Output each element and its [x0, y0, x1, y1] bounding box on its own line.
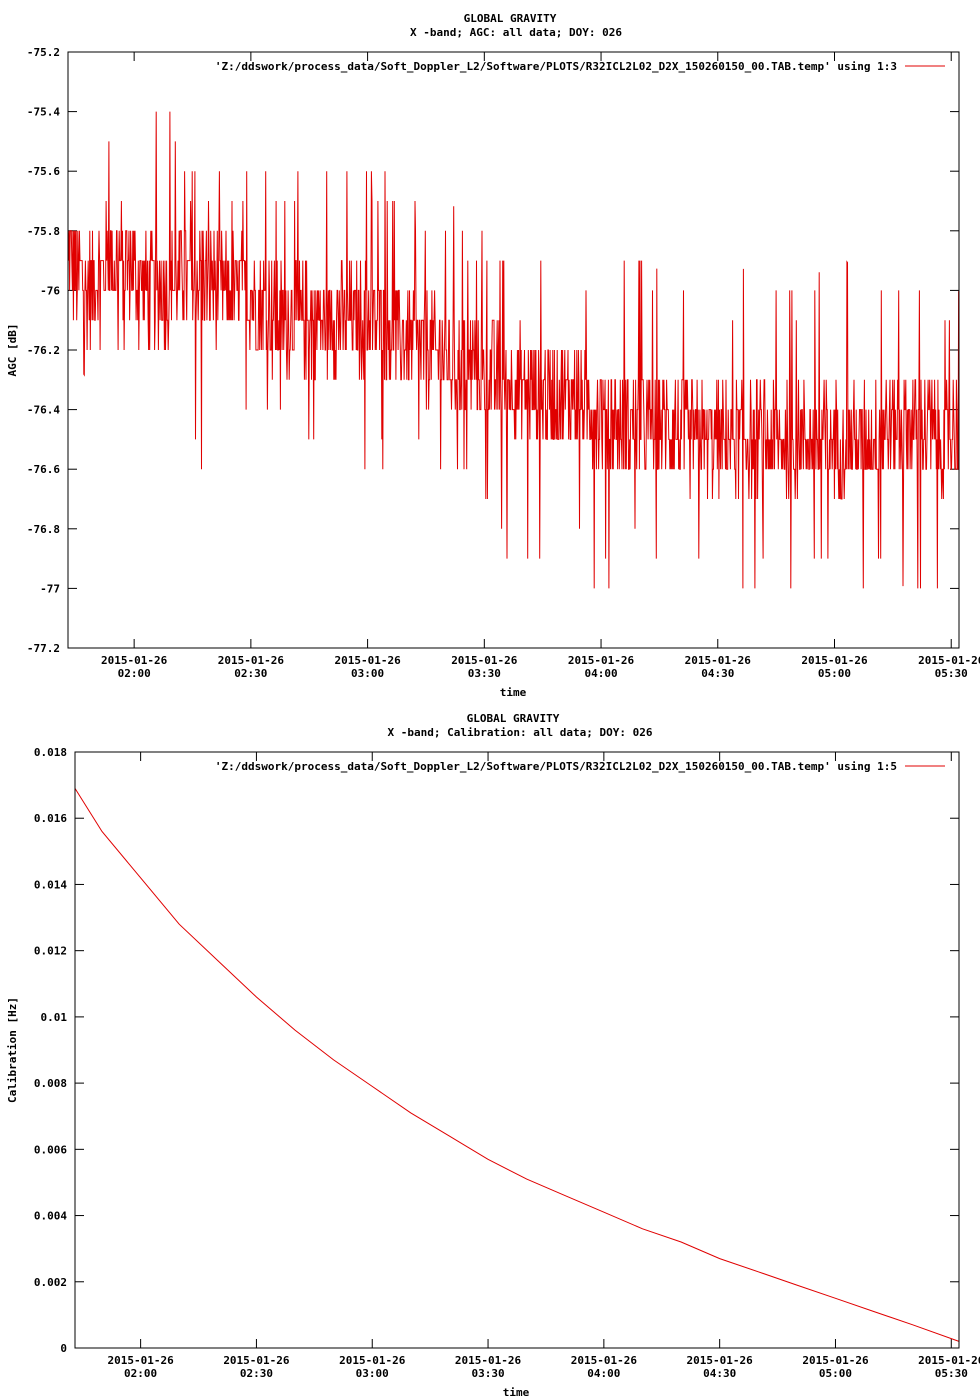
x-tick-date: 2015-01-26 — [801, 654, 868, 667]
x-tick-time: 02:30 — [234, 667, 267, 680]
x-axis-ticks: 2015-01-2602:002015-01-2602:302015-01-26… — [108, 752, 980, 1380]
y-axis-ticks: -75.2 -75.4 -75.6 -75.8 -76 -76.2 -76.4 -76.6 -7… — [27, 46, 959, 655]
x-tick-date: 2015-01-26 — [802, 1354, 869, 1367]
y-tick-label: -77.2 — [27, 642, 60, 655]
x-tick-date: 2015-01-26 — [687, 1354, 754, 1367]
x-tick-date: 2015-01-26 — [101, 654, 168, 667]
y-axis-label: Calibration [Hz] — [6, 997, 19, 1103]
y-tick-label: 0.016 — [34, 812, 67, 825]
chart-title: GLOBAL GRAVITY — [464, 12, 557, 25]
x-tick-time: 05:30 — [935, 667, 968, 680]
x-tick-time: 05:00 — [818, 667, 851, 680]
series-layer — [67, 111, 960, 589]
y-tick-label: 0.018 — [34, 746, 67, 759]
x-tick-date: 2015-01-26 — [455, 1354, 522, 1367]
x-tick-time: 03:30 — [468, 667, 501, 680]
x-tick-time: 03:00 — [351, 667, 384, 680]
x-tick-time: 04:00 — [584, 667, 617, 680]
x-tick-time: 04:30 — [701, 667, 734, 680]
agc-chart: GLOBAL GRAVITY X -band; AGC: all data; D… — [6, 12, 980, 699]
series-line — [67, 111, 960, 589]
plot-frame — [67, 51, 960, 649]
x-tick-date: 2015-01-26 — [918, 654, 980, 667]
x-tick-time: 02:00 — [124, 1367, 157, 1380]
x-tick-time: 05:00 — [819, 1367, 852, 1380]
y-tick-label: -76.8 — [27, 523, 60, 536]
y-tick-label: 0.014 — [34, 878, 67, 891]
x-tick-date: 2015-01-26 — [108, 1354, 175, 1367]
y-tick-label: 0.008 — [34, 1077, 67, 1090]
y-tick-label: 0.004 — [34, 1210, 67, 1223]
legend-label: 'Z:/ddswork/process_data/Soft_Doppler_L2… — [215, 760, 897, 773]
y-tick-label: -76 — [40, 284, 60, 297]
x-tick-time: 03:30 — [471, 1367, 504, 1380]
y-tick-label: -75.4 — [27, 106, 60, 119]
series-line — [74, 788, 960, 1342]
y-tick-label: -77 — [40, 582, 60, 595]
x-tick-date: 2015-01-26 — [218, 654, 285, 667]
chart-subtitle: X -band; Calibration: all data; DOY: 026 — [388, 726, 653, 739]
y-tick-label: -76.6 — [27, 463, 60, 476]
x-tick-date: 2015-01-26 — [334, 654, 401, 667]
calibration-chart: GLOBAL GRAVITY X -band; Calibration: all… — [6, 712, 980, 1399]
legend-label: 'Z:/ddswork/process_data/Soft_Doppler_L2… — [215, 60, 897, 73]
x-axis-label: time — [500, 686, 527, 699]
y-tick-label: -76.2 — [27, 344, 60, 357]
x-tick-time: 04:30 — [703, 1367, 736, 1380]
y-tick-label: 0.006 — [34, 1143, 67, 1156]
x-axis-ticks: 2015-01-2602:002015-01-2602:302015-01-26… — [101, 52, 980, 680]
y-tick-label: -75.2 — [27, 46, 60, 59]
y-tick-label: -76.4 — [27, 404, 60, 417]
chart-title: GLOBAL GRAVITY — [467, 712, 560, 725]
chart-subtitle: X -band; AGC: all data; DOY: 026 — [410, 26, 622, 39]
x-tick-time: 04:00 — [587, 1367, 620, 1380]
x-tick-date: 2015-01-26 — [571, 1354, 638, 1367]
y-axis-ticks: 0 0.002 0.004 0.006 0.008 0.01 0.012 0.014 0.016… — [34, 746, 959, 1355]
x-tick-time: 03:00 — [356, 1367, 389, 1380]
y-tick-label: 0.002 — [34, 1276, 67, 1289]
y-tick-label: -75.6 — [27, 165, 60, 178]
y-axis-label: AGC [dB] — [6, 324, 19, 377]
x-tick-date: 2015-01-26 — [918, 1354, 980, 1367]
x-axis-label: time — [503, 1386, 530, 1399]
y-tick-label: 0.012 — [34, 945, 67, 958]
x-tick-date: 2015-01-26 — [568, 654, 635, 667]
x-tick-time: 02:30 — [240, 1367, 273, 1380]
x-tick-date: 2015-01-26 — [451, 654, 518, 667]
y-tick-label: -75.8 — [27, 225, 60, 238]
x-tick-time: 05:30 — [935, 1367, 968, 1380]
x-tick-date: 2015-01-26 — [685, 654, 752, 667]
x-tick-time: 02:00 — [118, 667, 151, 680]
x-tick-date: 2015-01-26 — [223, 1354, 290, 1367]
series-layer — [74, 788, 960, 1342]
plot-frame — [74, 751, 960, 1349]
x-tick-date: 2015-01-26 — [339, 1354, 406, 1367]
y-tick-label: 0 — [60, 1342, 67, 1355]
y-tick-label: 0.01 — [41, 1011, 68, 1024]
